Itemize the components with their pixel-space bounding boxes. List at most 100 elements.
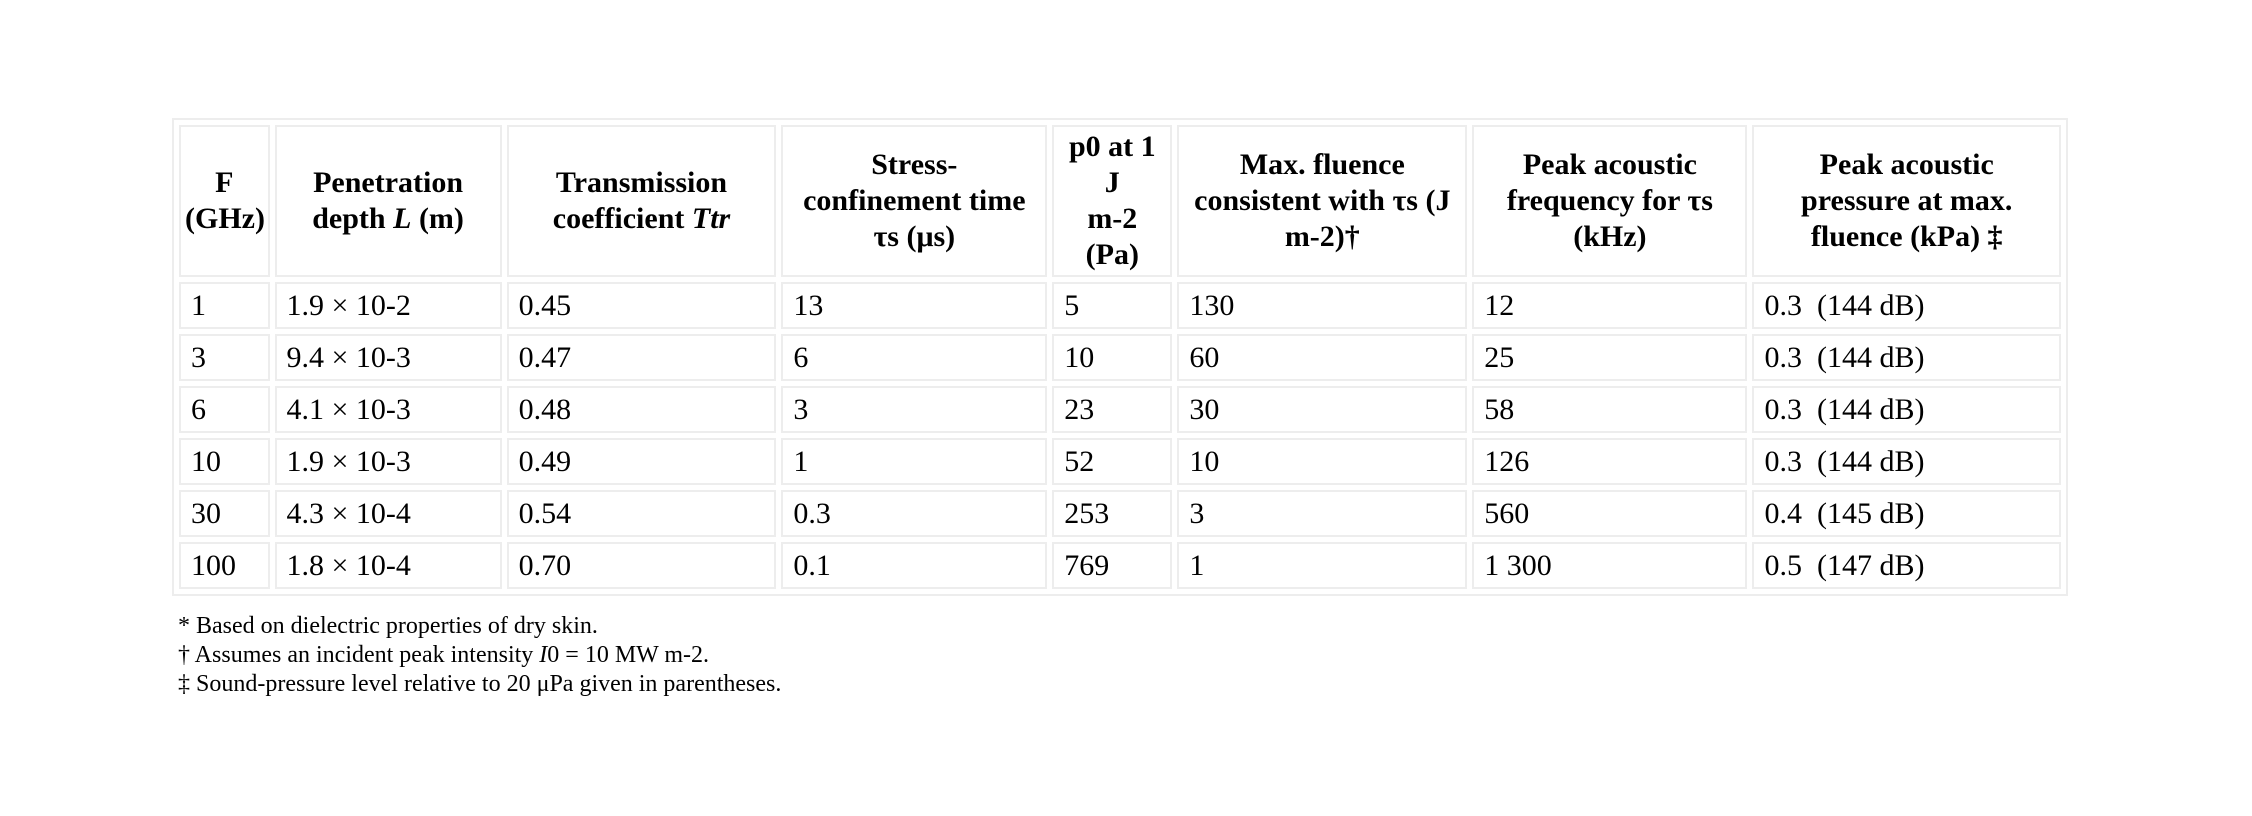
text: * Based on dielectric properties of dry …	[178, 613, 598, 639]
results-table: F (GHz) Penetration depth L (m) Transmission…	[172, 118, 2068, 596]
header-f-ghz: F (GHz)	[179, 125, 270, 277]
header-line: confinement time	[787, 183, 1041, 219]
table-body: 1 1.9 × 10-2 0.45 13 5 130 12 0.3 (144 dB) 3 9.4 …	[179, 282, 2061, 589]
cell-f-ghz: 6	[179, 386, 270, 433]
cell-peak-acoustic-frequency: 25	[1472, 334, 1748, 381]
table-row: 10 1.9 × 10-3 0.49 1 52 10 126 0.3 (144 dB)	[179, 438, 2061, 485]
text: confinement time	[803, 184, 1026, 217]
header-line: pressure at max.	[1758, 183, 2055, 219]
header-line: fluence (kPa) ‡	[1758, 219, 2055, 255]
cell-transmission-coefficient: 0.54	[506, 490, 777, 537]
cell-p0-at-1-j-m2: 23	[1052, 386, 1173, 433]
cell-transmission-coefficient: 0.70	[506, 542, 777, 589]
header-line: m-2 (Pa)	[1058, 201, 1166, 273]
text: Transmission	[555, 166, 728, 199]
cell-stress-confinement-time: 6	[781, 334, 1048, 381]
header-peak-acoustic-frequency: Peak acoustic frequency for τs (kHz)	[1472, 125, 1748, 277]
header-line: consistent with τs (J	[1183, 183, 1461, 219]
header-line: Peak acoustic	[1758, 147, 2055, 183]
cell-p0-at-1-j-m2: 10	[1052, 334, 1173, 381]
cell-penetration-depth: 1.9 × 10-3	[274, 438, 502, 485]
text: depth	[312, 202, 394, 235]
table-row: 30 4.3 × 10-4 0.54 0.3 253 3 560 0.4 (145 dB)	[179, 490, 2061, 537]
cell-max-fluence: 60	[1177, 334, 1468, 381]
header-line: coefficient Ttr	[513, 201, 771, 237]
text: † Assumes an incident peak intensity	[178, 642, 540, 668]
table-row: 100 1.8 × 10-4 0.70 0.1 769 1 1 300 0.5 (147 dB…	[179, 542, 2061, 589]
text: consistent with τs (J	[1194, 184, 1451, 217]
cell-peak-acoustic-frequency: 126	[1472, 438, 1748, 485]
header-line: Stress-	[787, 147, 1041, 183]
cell-peak-acoustic-frequency: 12	[1472, 282, 1748, 329]
cell-stress-confinement-time: 1	[781, 438, 1048, 485]
cell-max-fluence: 30	[1177, 386, 1468, 433]
italic-text: Ttr	[691, 202, 731, 235]
text: pressure at max.	[1801, 184, 2013, 217]
table-row: 1 1.9 × 10-2 0.45 13 5 130 12 0.3 (144 dB)	[179, 282, 2061, 329]
cell-p0-at-1-j-m2: 253	[1052, 490, 1173, 537]
cell-penetration-depth: 9.4 × 10-3	[274, 334, 502, 381]
cell-peak-acoustic-frequency: 560	[1472, 490, 1748, 537]
cell-peak-acoustic-pressure: 0.3 (144 dB)	[1752, 334, 2061, 381]
header-line: p0 at 1 J	[1058, 129, 1166, 201]
table-row: 3 9.4 × 10-3 0.47 6 10 60 25 0.3 (144 dB)	[179, 334, 2061, 381]
text: Peak acoustic	[1819, 148, 1994, 181]
footnote: * Based on dielectric properties of dry …	[178, 612, 781, 641]
text: Penetration	[313, 166, 464, 199]
cell-max-fluence: 130	[1177, 282, 1468, 329]
header-line: frequency for τs	[1478, 183, 1741, 219]
text: frequency for τs	[1506, 184, 1713, 217]
header-max-fluence: Max. fluence consistent with τs (J m-2)†	[1177, 125, 1468, 277]
text: (m)	[411, 202, 464, 235]
cell-p0-at-1-j-m2: 52	[1052, 438, 1173, 485]
cell-peak-acoustic-pressure: 0.3 (144 dB)	[1752, 438, 2061, 485]
header-transmission-coefficient: Transmission coefficient Ttr	[506, 125, 777, 277]
cell-peak-acoustic-pressure: 0.4 (145 dB)	[1752, 490, 2061, 537]
header-line: F	[185, 165, 264, 201]
cell-transmission-coefficient: 0.49	[506, 438, 777, 485]
cell-penetration-depth: 4.1 × 10-3	[274, 386, 502, 433]
cell-max-fluence: 3	[1177, 490, 1468, 537]
cell-max-fluence: 10	[1177, 438, 1468, 485]
text: F	[215, 166, 234, 199]
cell-f-ghz: 30	[179, 490, 270, 537]
text: (kHz)	[1573, 220, 1647, 253]
italic-text: L	[393, 202, 412, 235]
header-line: (kHz)	[1478, 219, 1741, 255]
cell-max-fluence: 1	[1177, 542, 1468, 589]
cell-p0-at-1-j-m2: 5	[1052, 282, 1173, 329]
header-line: m-2)†	[1183, 219, 1461, 255]
header-line: Peak acoustic	[1478, 147, 1741, 183]
table-header: F (GHz) Penetration depth L (m) Transmission…	[179, 125, 2061, 277]
header-row: F (GHz) Penetration depth L (m) Transmission…	[179, 125, 2061, 277]
text: m-2 (Pa)	[1085, 202, 1139, 271]
cell-stress-confinement-time: 3	[781, 386, 1048, 433]
cell-f-ghz: 3	[179, 334, 270, 381]
header-penetration-depth: Penetration depth L (m)	[274, 125, 502, 277]
text: 0 = 10 MW m-2.	[547, 642, 710, 668]
header-line: depth L (m)	[281, 201, 496, 237]
italic-text: I	[539, 642, 548, 668]
cell-penetration-depth: 1.8 × 10-4	[274, 542, 502, 589]
header-stress-confinement-time: Stress-confinement time τs (μs)	[781, 125, 1048, 277]
text: Max. fluence	[1239, 148, 1405, 181]
footnotes: * Based on dielectric properties of dry …	[178, 612, 781, 699]
header-line: Max. fluence	[1183, 147, 1461, 183]
text: (GHz)	[185, 202, 265, 235]
cell-transmission-coefficient: 0.47	[506, 334, 777, 381]
cell-peak-acoustic-pressure: 0.3 (144 dB)	[1752, 386, 2061, 433]
header-line: Penetration	[281, 165, 496, 201]
cell-stress-confinement-time: 13	[781, 282, 1048, 329]
footnote: ‡ Sound-pressure level relative to 20 μP…	[178, 670, 781, 699]
text: m-2)†	[1284, 220, 1360, 253]
cell-f-ghz: 100	[179, 542, 270, 589]
header-line: τs (μs)	[787, 219, 1041, 255]
cell-stress-confinement-time: 0.3	[781, 490, 1048, 537]
header-peak-acoustic-pressure: Peak acoustic pressure at max. fluence (kP…	[1752, 125, 2061, 277]
text: fluence (kPa) ‡	[1810, 220, 2003, 253]
cell-transmission-coefficient: 0.45	[506, 282, 777, 329]
cell-peak-acoustic-pressure: 0.3 (144 dB)	[1752, 282, 2061, 329]
text: p0 at 1 J	[1068, 130, 1156, 199]
cell-peak-acoustic-pressure: 0.5 (147 dB)	[1752, 542, 2061, 589]
cell-penetration-depth: 1.9 × 10-2	[274, 282, 502, 329]
